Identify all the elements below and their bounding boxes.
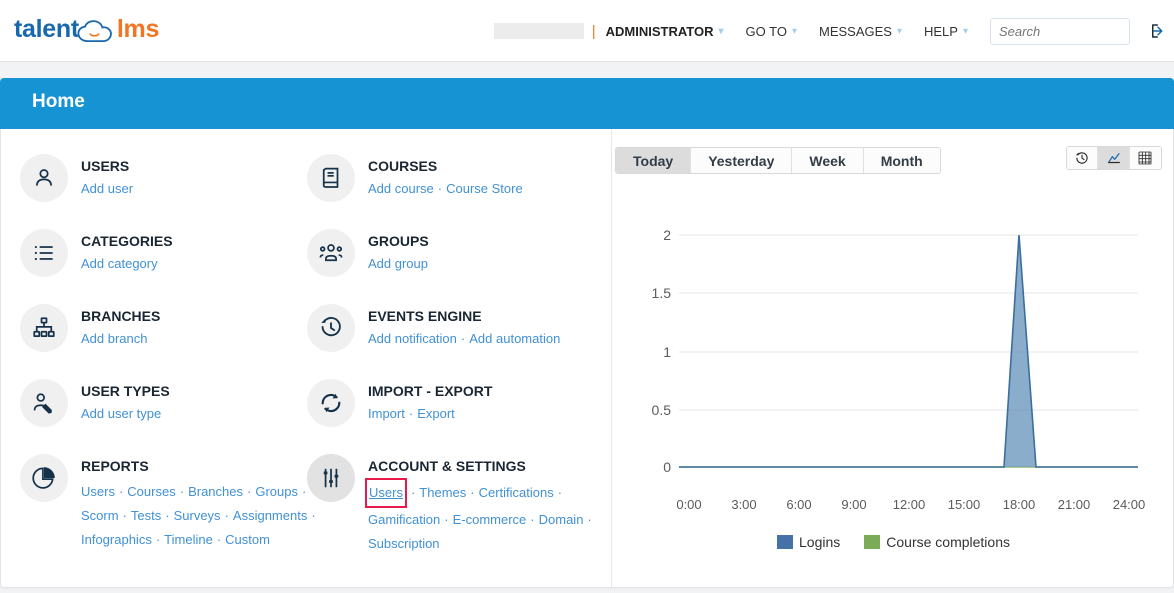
svg-text:2: 2 (663, 227, 671, 243)
svg-text:3:00: 3:00 (731, 497, 756, 512)
svg-text:12:00: 12:00 (893, 497, 926, 512)
svg-text:15:00: 15:00 (948, 497, 981, 512)
svg-text:9:00: 9:00 (841, 497, 866, 512)
svg-text:21:00: 21:00 (1058, 497, 1091, 512)
svg-text:0: 0 (663, 459, 671, 475)
svg-text:0.5: 0.5 (652, 402, 672, 418)
svg-text:1.5: 1.5 (652, 285, 672, 301)
svg-text:1: 1 (663, 344, 671, 360)
svg-text:18:00: 18:00 (1003, 497, 1036, 512)
svg-text:24:00: 24:00 (1113, 497, 1146, 512)
svg-text:0:00: 0:00 (676, 497, 701, 512)
svg-text:6:00: 6:00 (786, 497, 811, 512)
